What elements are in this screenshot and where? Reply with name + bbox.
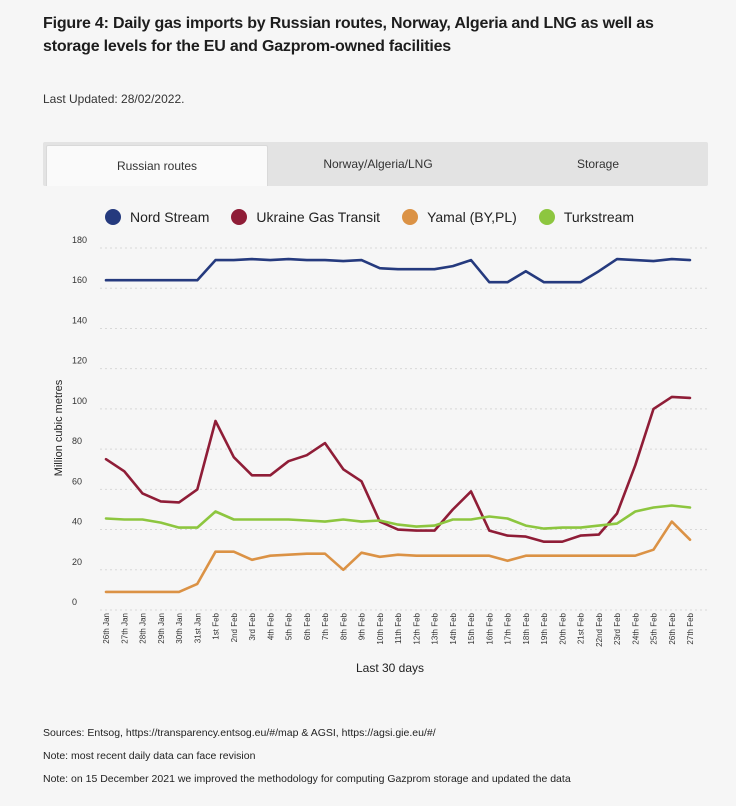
legend-item-yamal[interactable]: Yamal (BY,PL) <box>402 209 517 225</box>
legend-marker <box>538 209 555 225</box>
y-tick-label: 120 <box>72 356 87 366</box>
legend-marker <box>105 209 121 225</box>
y-tick-label: 40 <box>72 517 82 527</box>
sources-note: Sources: Entsog, https://transparency.en… <box>43 727 436 739</box>
legend-item-nord-stream[interactable]: Nord Stream <box>105 209 209 225</box>
series-line-yamal-by-pl <box>104 520 692 594</box>
chart-legend: Nord Stream Ukraine Gas Transit Yamal (B… <box>105 209 656 225</box>
legend-label: Turkstream <box>563 209 635 225</box>
chart-title: Figure 4: Daily gas imports by Russian r… <box>43 15 654 55</box>
y-axis-label: Million cubic metres <box>53 379 65 476</box>
x-tick-label: 13th Feb <box>431 612 440 644</box>
x-tick-label: 29th Jan <box>157 613 166 644</box>
tab-bar: Russian routes Norway/Algeria/LNG Storag… <box>43 142 708 186</box>
y-tick-label: 100 <box>72 396 87 406</box>
tab-storage[interactable]: Storage <box>576 157 620 171</box>
x-axis-label: Last 30 days <box>356 661 424 675</box>
x-tick-label: 31st Jan <box>193 613 202 643</box>
legend-label: Nord Stream <box>130 209 210 225</box>
x-tick-label: 20th Feb <box>558 612 567 644</box>
x-tick-label: 27th Feb <box>686 612 695 644</box>
x-tick-label: 26th Jan <box>102 613 111 644</box>
x-tick-label: 24th Feb <box>631 612 640 644</box>
x-tick-label: 26th Feb <box>668 612 677 644</box>
x-tick-label: 14th Feb <box>449 612 458 644</box>
tab-russian-routes[interactable]: Russian routes <box>46 145 268 186</box>
x-tick-label: 18th Feb <box>522 612 531 644</box>
x-tick-label: 22nd Feb <box>595 612 604 646</box>
x-tick-label: 7th Feb <box>321 612 330 640</box>
x-tick-label: 23rd Feb <box>613 612 622 645</box>
x-tick-label: 12th Feb <box>412 612 421 644</box>
x-tick-label: 16th Feb <box>485 612 494 644</box>
y-tick-label: 140 <box>72 315 87 325</box>
y-tick-label: 0 <box>72 597 77 607</box>
legend-item-turkstream[interactable]: Turkstream <box>538 209 635 225</box>
x-tick-label: 5th Feb <box>285 612 294 640</box>
last-updated-text: Last Updated: 28/02/2022. <box>43 92 185 106</box>
series-line-turkstream <box>104 504 692 530</box>
x-tick-label: 28th Jan <box>139 613 148 644</box>
y-tick-label: 80 <box>72 436 82 446</box>
x-tick-label: 4th Feb <box>266 612 275 640</box>
x-tick-label: 10th Feb <box>376 612 385 644</box>
x-tick-label: 6th Feb <box>303 612 312 640</box>
series-line-ukraine-gas-transit <box>104 395 692 544</box>
tab-norway-algeria-lng[interactable]: Norway/Algeria/LNG <box>323 157 433 171</box>
series-line-nord-stream <box>104 257 692 284</box>
x-tick-label: 30th Jan <box>175 613 184 644</box>
x-tick-label: 2nd Feb <box>230 612 239 642</box>
y-tick-label: 60 <box>72 476 82 486</box>
legend-marker <box>402 209 419 225</box>
legend-marker <box>231 209 248 225</box>
x-tick-label: 3rd Feb <box>248 612 257 640</box>
x-tick-label: 25th Feb <box>650 612 659 644</box>
y-tick-label: 160 <box>72 275 87 285</box>
footnotes: Sources: Entsog, https://transparency.en… <box>43 722 571 791</box>
x-tick-label: 17th Feb <box>504 612 513 644</box>
legend-label: Ukraine Gas Transit <box>256 209 381 225</box>
line-chart: 0 20 40 60 80 100 120 140 160 180 26th Jan 27th Jan… <box>53 235 708 675</box>
x-tick-label: 15th Feb <box>467 612 476 644</box>
x-tick-label: 1st Feb <box>212 612 221 639</box>
y-tick-label: 20 <box>72 557 82 567</box>
x-tick-label: 11th Feb <box>394 612 403 644</box>
x-tick-label: 27th Jan <box>120 613 129 644</box>
y-tick-label: 180 <box>72 235 87 245</box>
x-tick-label: 21st Feb <box>577 612 586 644</box>
x-tick-label: 19th Feb <box>540 612 549 644</box>
legend-item-ukraine-gas-transit[interactable]: Ukraine Gas Transit <box>231 209 380 225</box>
revision-note: Note: most recent daily data can face re… <box>43 750 256 762</box>
methodology-note: Note: on 15 December 2021 we improved th… <box>43 773 571 785</box>
legend-label: Yamal (BY,PL) <box>427 209 517 225</box>
x-tick-label: 9th Feb <box>358 612 367 640</box>
x-tick-label: 8th Feb <box>339 612 348 640</box>
